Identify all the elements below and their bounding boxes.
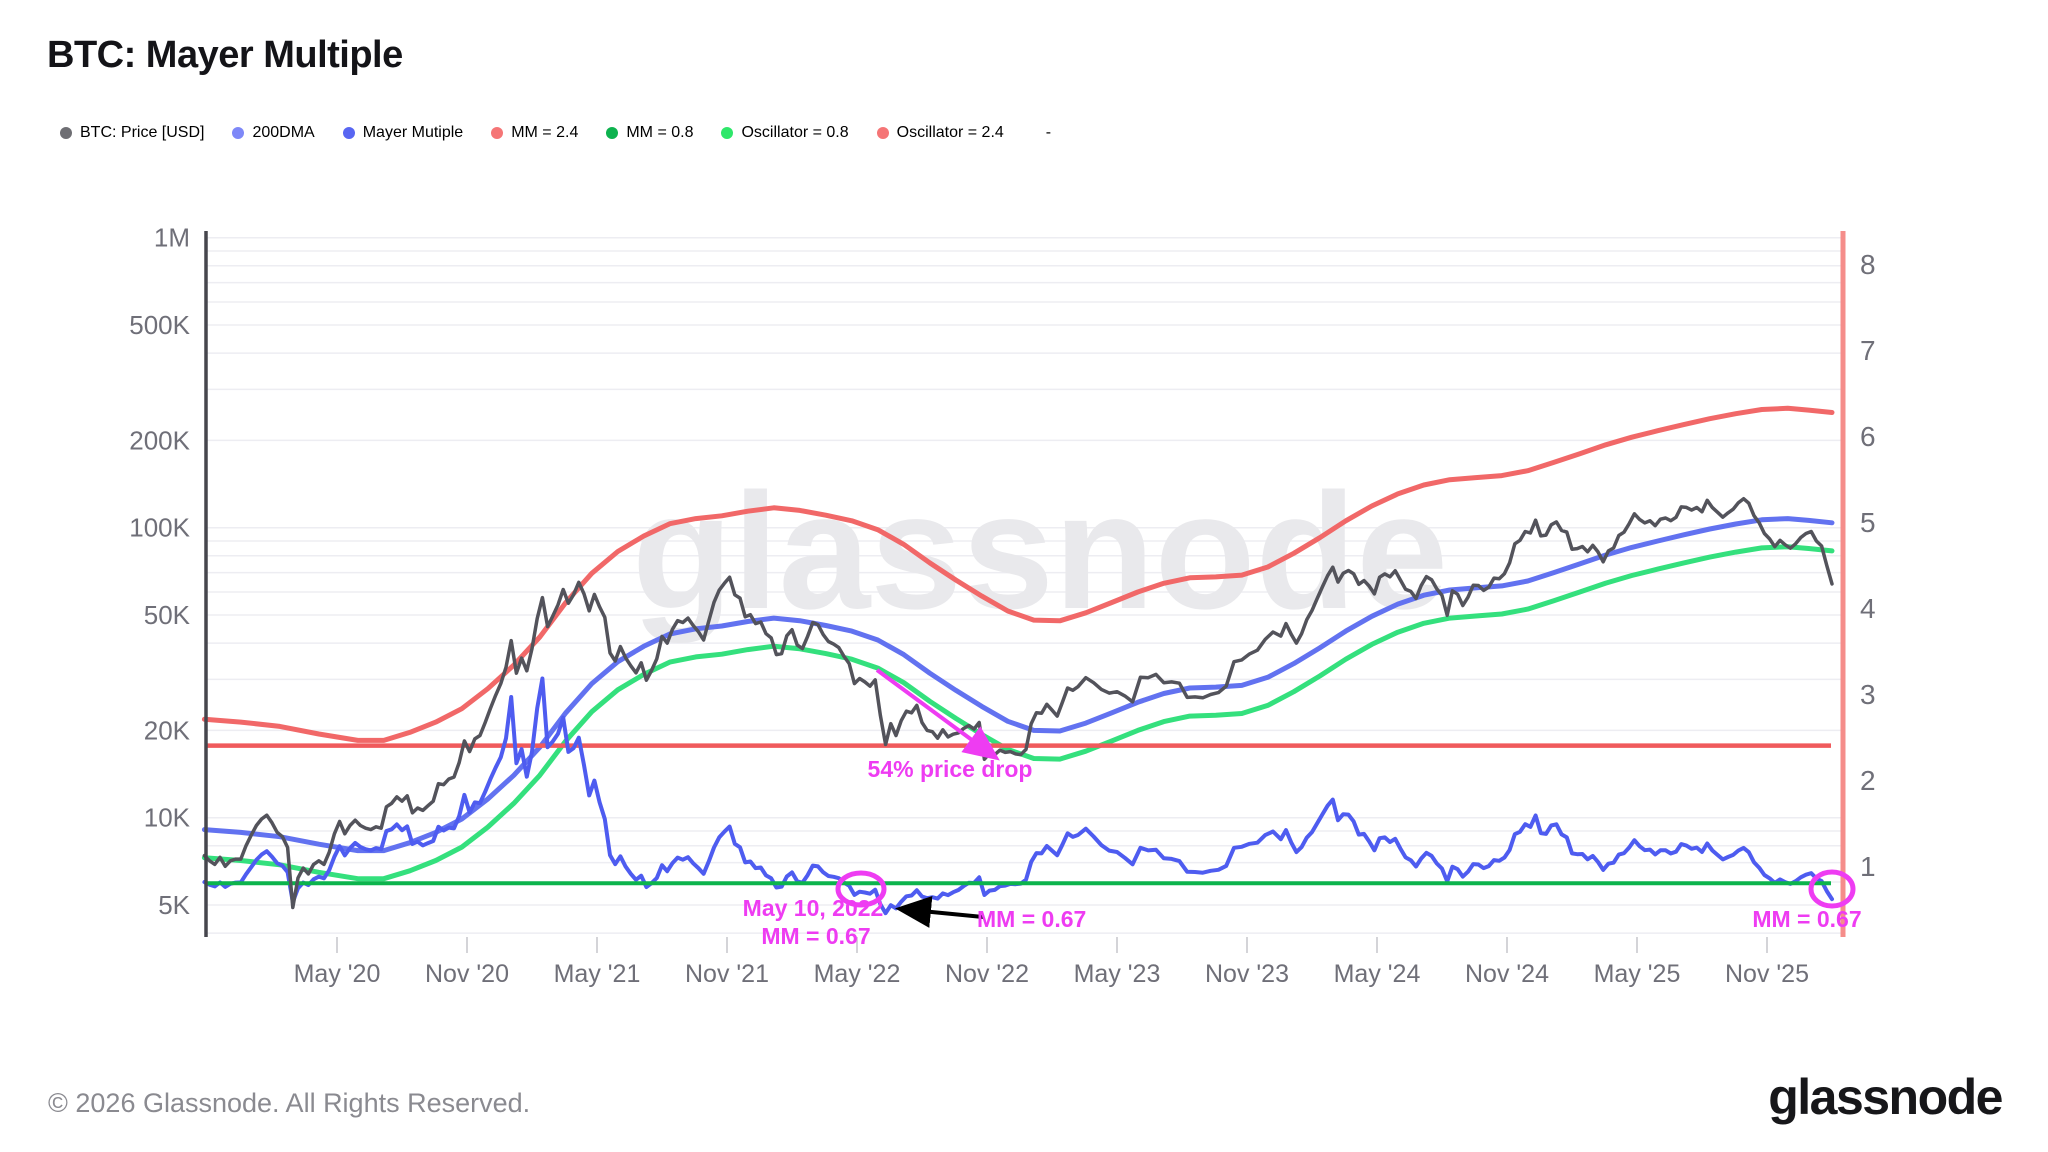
svg-text:Nov '22: Nov '22 (945, 960, 1029, 988)
svg-text:5K: 5K (158, 890, 190, 920)
legend-item-6[interactable]: Oscillator = 2.4 (876, 124, 1004, 142)
svg-text:May '22: May '22 (814, 960, 901, 988)
annotation-text-5: 54% price drop (868, 756, 1033, 782)
legend-item-0[interactable]: BTC: Price [USD] (60, 124, 204, 142)
annotation-arrow-6 (875, 668, 1000, 761)
legend-dot-icon (60, 127, 72, 139)
annotation-text-2: MM = 0.67 (761, 923, 870, 949)
legend-label: Mayer Mutiple (362, 124, 464, 141)
annotation-circle-7 (1808, 869, 1856, 909)
legend-label: Oscillator = 2.4 (896, 124, 1004, 141)
svg-text:Nov '23: Nov '23 (1205, 960, 1289, 988)
legend-item-5[interactable]: Oscillator = 0.8 (721, 124, 849, 142)
svg-text:Nov '24: Nov '24 (1465, 960, 1549, 988)
legend-dot-icon (342, 127, 355, 139)
chart-legend: BTC: Price [USD] 200DMA Mayer Mutiple MM = … (60, 124, 1051, 142)
svg-text:3: 3 (1860, 679, 1876, 710)
svg-text:50K: 50K (144, 600, 191, 630)
svg-text:May '23: May '23 (1074, 960, 1161, 988)
svg-text:Nov '21: Nov '21 (685, 960, 769, 988)
legend-dot-icon (232, 127, 245, 139)
svg-text:10K: 10K (144, 803, 191, 833)
svg-text:Nov '20: Nov '20 (425, 960, 509, 988)
legend-item-3[interactable]: MM = 2.4 (491, 124, 578, 142)
dma200-line (201, 516, 1835, 854)
annotation-arrow-3 (895, 895, 984, 928)
annotation-text-8: MM = 0.67 (1752, 906, 1861, 932)
svg-text:Nov '25: Nov '25 (1725, 960, 1809, 988)
mm-0-8-band-line (201, 544, 1835, 882)
svg-text:1: 1 (1860, 851, 1876, 882)
legend-label: BTC: Price [USD] (80, 124, 205, 141)
legend-label: MM = 2.4 (511, 124, 579, 141)
legend-dot-icon (876, 127, 889, 139)
svg-text:20K: 20K (144, 715, 191, 745)
svg-text:4: 4 (1860, 593, 1876, 624)
svg-text:May '21: May '21 (554, 960, 641, 988)
glassnode-logo: glassnode (1768, 1069, 2003, 1125)
copyright-text: © 2026 Glassnode. All Rights Reserved. (48, 1088, 531, 1118)
annotation-circle-0 (835, 870, 887, 908)
svg-text:200K: 200K (129, 425, 190, 455)
page-title: BTC: Mayer Multiple (47, 34, 403, 76)
legend-dot-icon (721, 127, 734, 139)
svg-text:100K: 100K (129, 513, 190, 543)
legend-label: MM = 0.8 (626, 124, 694, 141)
svg-text:May '25: May '25 (1594, 960, 1681, 988)
svg-text:5: 5 (1860, 507, 1876, 538)
svg-text:6: 6 (1860, 421, 1876, 452)
svg-text:May '24: May '24 (1334, 960, 1421, 988)
legend-trailing-dash: - (1045, 124, 1052, 141)
mayer-multiple-line (202, 676, 1834, 916)
mm-2-4-band-line (201, 405, 1835, 743)
annotation-text-1: May 10, 2022 (743, 895, 884, 921)
legend-item-2[interactable]: Mayer Mutiple (342, 124, 464, 142)
svg-text:500K: 500K (129, 310, 190, 340)
svg-text:May '20: May '20 (294, 960, 381, 988)
legend-dot-icon (491, 127, 504, 139)
legend-dot-icon (606, 127, 619, 139)
svg-text:7: 7 (1860, 335, 1876, 366)
legend-item-1[interactable]: 200DMA (232, 124, 315, 142)
svg-text:8: 8 (1860, 249, 1876, 280)
right-axis-labels: 8 7 6 5 4 3 2 1 (1860, 249, 1876, 882)
legend-item-4[interactable]: MM = 0.8 (606, 124, 693, 142)
x-axis-labels: May '20 Nov '20 May '21 Nov '21 May '22 Nov '… (294, 937, 1809, 988)
svg-text:1M: 1M (154, 223, 190, 253)
legend-label: 200DMA (252, 124, 315, 141)
legend-label: Oscillator = 0.8 (741, 124, 849, 141)
glassnode-watermark: glassnode (632, 459, 1448, 643)
annotation-text-4: MM = 0.67 (977, 906, 1086, 932)
left-axis-labels: 1M 500K 200K 100K 50K 20K 10K 5K (129, 223, 190, 920)
svg-text:2: 2 (1860, 765, 1876, 796)
